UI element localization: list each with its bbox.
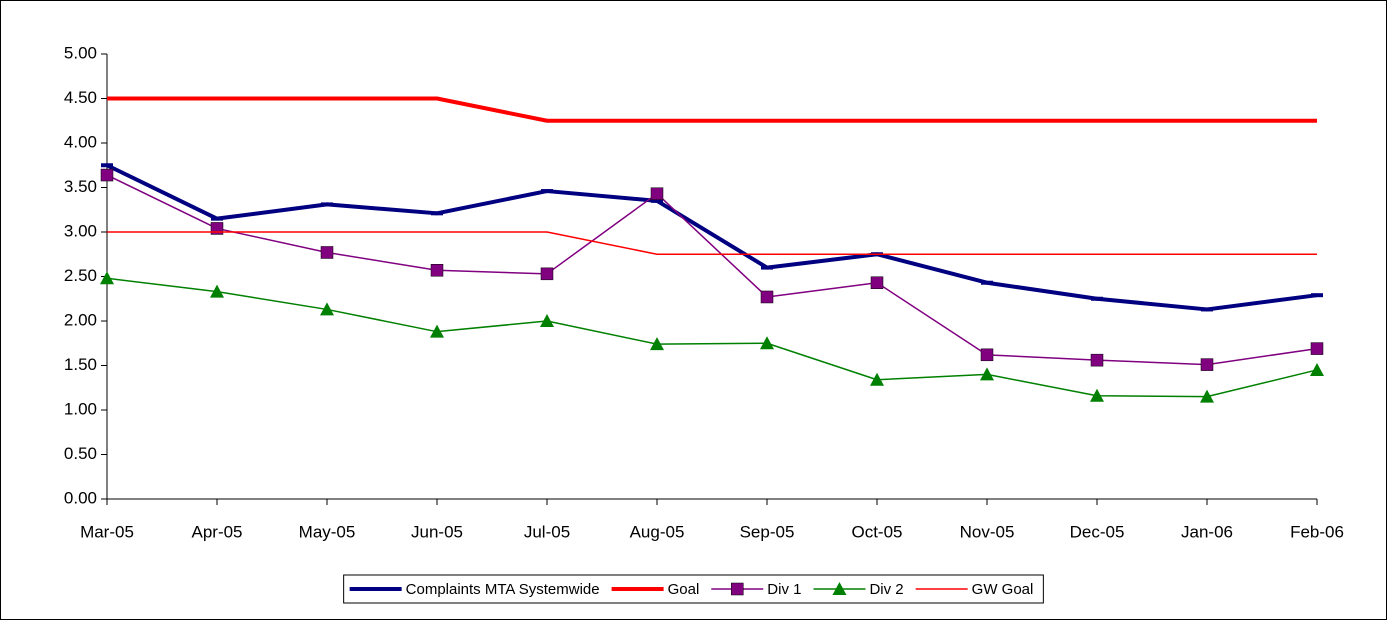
- y-tick-label: 5.00: [64, 43, 97, 62]
- y-tick-label: 1.50: [64, 355, 97, 374]
- y-tick-label: 2.50: [64, 266, 97, 285]
- marker: [320, 246, 334, 259]
- series-line: [106, 277, 1318, 398]
- marker: [100, 271, 114, 285]
- marker: [1200, 358, 1214, 371]
- series-line: [107, 96, 1317, 123]
- x-tick-label: Jan-06: [1181, 522, 1233, 541]
- series-line: [107, 231, 1317, 255]
- series-line: [106, 163, 1318, 312]
- x-tick-label: Feb-06: [1290, 522, 1344, 541]
- x-tick-label: Mar-05: [80, 522, 134, 541]
- x-tick-label: Apr-05: [191, 522, 242, 541]
- legend: Complaints MTA Systemwide Goal Div 1 Div 2 G…: [343, 574, 1044, 604]
- y-tick-label: 3.00: [64, 221, 97, 240]
- y-tick-label: 2.00: [64, 310, 97, 329]
- marker: [870, 372, 884, 386]
- y-tick-label: 4.00: [64, 132, 97, 151]
- x-tick-label: Aug-05: [630, 522, 685, 541]
- x-tick-label: Nov-05: [960, 522, 1015, 541]
- marker: [210, 284, 224, 298]
- marker: [1200, 389, 1214, 403]
- marker: [731, 582, 744, 596]
- y-tick-label: 4.50: [64, 88, 97, 107]
- marker: [870, 276, 884, 289]
- marker: [650, 187, 664, 200]
- y-tick-label: 0.00: [64, 488, 97, 507]
- legend-label: Div 2: [869, 581, 903, 598]
- legend-label: GW Goal: [972, 581, 1034, 598]
- x-tick-label: Dec-05: [1070, 522, 1125, 541]
- marker: [430, 264, 444, 277]
- marker: [980, 348, 994, 362]
- marker: [540, 314, 554, 327]
- y-tick-label: 1.00: [64, 399, 97, 418]
- marker: [100, 168, 114, 182]
- marker: [760, 336, 774, 350]
- y-tick-label: 3.50: [64, 177, 97, 196]
- legend-label: Div 1: [767, 581, 801, 598]
- marker: [832, 582, 847, 595]
- x-tick-label: Jul-05: [524, 522, 570, 541]
- marker: [540, 267, 554, 281]
- x-tick-label: Jun-05: [411, 522, 463, 541]
- legend-label: Goal: [668, 581, 700, 598]
- marker: [1090, 388, 1104, 402]
- marker: [320, 302, 334, 316]
- x-tick-label: May-05: [299, 522, 356, 541]
- x-tick-label: Sep-05: [740, 522, 795, 541]
- marker: [760, 290, 774, 304]
- legend-label: Complaints MTA Systemwide: [406, 581, 600, 598]
- marker: [1310, 342, 1324, 355]
- marker: [650, 337, 664, 351]
- y-tick-label: 0.50: [64, 444, 97, 463]
- marker: [1090, 353, 1104, 367]
- marker: [980, 367, 994, 381]
- marker: [1310, 362, 1324, 376]
- series-line: [106, 174, 1318, 366]
- marker: [430, 324, 444, 338]
- x-tick-label: Oct-05: [851, 522, 902, 541]
